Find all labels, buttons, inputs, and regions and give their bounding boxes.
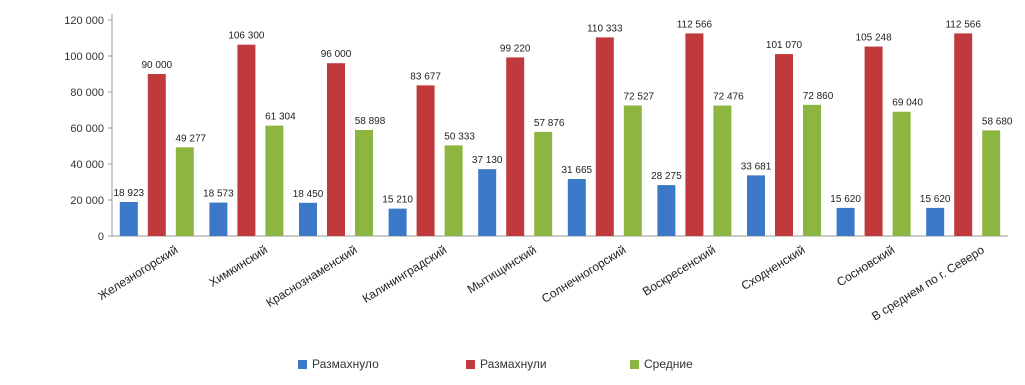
legend-label-1: Размахнуло [312, 357, 379, 371]
data-label: 50 333 [444, 131, 475, 142]
data-label: 72 527 [624, 91, 655, 102]
y-tick-label: 60 000 [70, 123, 104, 135]
bar-1-10 [926, 207, 945, 236]
data-label: 18 923 [114, 188, 145, 199]
data-label: 90 000 [142, 60, 173, 71]
y-tick-label: 20 000 [70, 195, 104, 207]
legend-label-2: Размахнули [480, 357, 547, 371]
bar-3-2 [265, 125, 284, 236]
data-label: 72 860 [803, 91, 834, 102]
bar-2-8 [775, 54, 793, 236]
y-tick-label: 80 000 [70, 87, 104, 99]
data-label: 72 476 [713, 92, 744, 103]
data-label: 99 220 [500, 43, 531, 54]
data-label: 61 304 [265, 112, 296, 123]
bar-2-3 [327, 63, 345, 237]
legend-swatch-3 [630, 360, 639, 369]
data-label: 101 070 [766, 40, 803, 51]
y-tick-label: 120 000 [64, 15, 104, 27]
data-label: 96 000 [321, 49, 352, 60]
bar-3-8 [803, 104, 821, 237]
data-label: 15 210 [382, 195, 413, 206]
bar-3-3 [355, 129, 373, 236]
data-label: 83 677 [410, 71, 441, 82]
bar-2-10 [954, 33, 973, 237]
bar-3-5 [534, 131, 553, 236]
bar-1-4 [388, 208, 407, 236]
legend-swatch-1 [298, 360, 307, 369]
data-label: 37 130 [472, 155, 503, 166]
category-label: Сходненский [739, 243, 808, 293]
bar-3-10 [982, 130, 1001, 236]
bar-3-4 [444, 145, 463, 236]
data-label: 112 566 [945, 19, 981, 30]
bar-1-2 [209, 202, 228, 236]
bar-1-7 [657, 185, 676, 236]
data-label: 58 898 [355, 116, 386, 127]
data-label: 31 665 [562, 165, 593, 176]
bar-2-9 [864, 46, 883, 236]
bar-3-1 [175, 147, 194, 236]
category-label: Сосновский [834, 243, 897, 290]
bar-3-7 [713, 105, 732, 236]
data-label: 18 573 [203, 189, 234, 200]
category-label: Воскресенский [640, 243, 718, 299]
bar-1-3 [299, 202, 317, 236]
data-label: 106 300 [228, 31, 265, 42]
bar-2-2 [237, 44, 256, 236]
category-label: Железногорский [95, 243, 180, 303]
data-label: 28 275 [651, 171, 682, 182]
category-label: Мытищинский [465, 243, 539, 297]
data-label: 105 248 [856, 33, 893, 44]
category-label: Солнечногорский [539, 243, 628, 306]
data-label: 110 333 [587, 23, 623, 34]
category-label: Краснознаменский [264, 243, 360, 310]
y-tick-label: 0 [98, 231, 104, 243]
data-label: 18 450 [293, 189, 324, 200]
bar-1-6 [567, 179, 586, 236]
data-label: 69 040 [892, 98, 923, 109]
bar-2-6 [595, 37, 614, 236]
bar-2-5 [506, 57, 525, 237]
bar-1-8 [747, 175, 765, 236]
bar-1-9 [836, 207, 855, 236]
category-label: Калининградский [360, 243, 449, 306]
y-tick-label: 40 000 [70, 159, 104, 171]
legend-swatch-2 [466, 360, 475, 369]
category-label: Химкинский [206, 243, 270, 290]
bar-1-5 [478, 169, 497, 236]
y-tick-label: 100 000 [64, 51, 104, 63]
data-label: 15 620 [920, 194, 951, 205]
bar-2-4 [416, 85, 435, 236]
data-label: 15 620 [830, 194, 861, 205]
bar-3-9 [892, 111, 911, 236]
data-label: 57 876 [534, 118, 565, 129]
bar-2-1 [147, 74, 166, 236]
data-label: 58 680 [982, 116, 1013, 127]
bar-1-1 [119, 201, 138, 236]
data-label: 33 681 [741, 161, 772, 172]
bar-3-6 [623, 105, 642, 236]
data-label: 112 566 [677, 19, 713, 30]
legend-label-3: Средние [644, 357, 693, 371]
data-label: 49 277 [176, 133, 207, 144]
bar-2-7 [685, 33, 704, 237]
